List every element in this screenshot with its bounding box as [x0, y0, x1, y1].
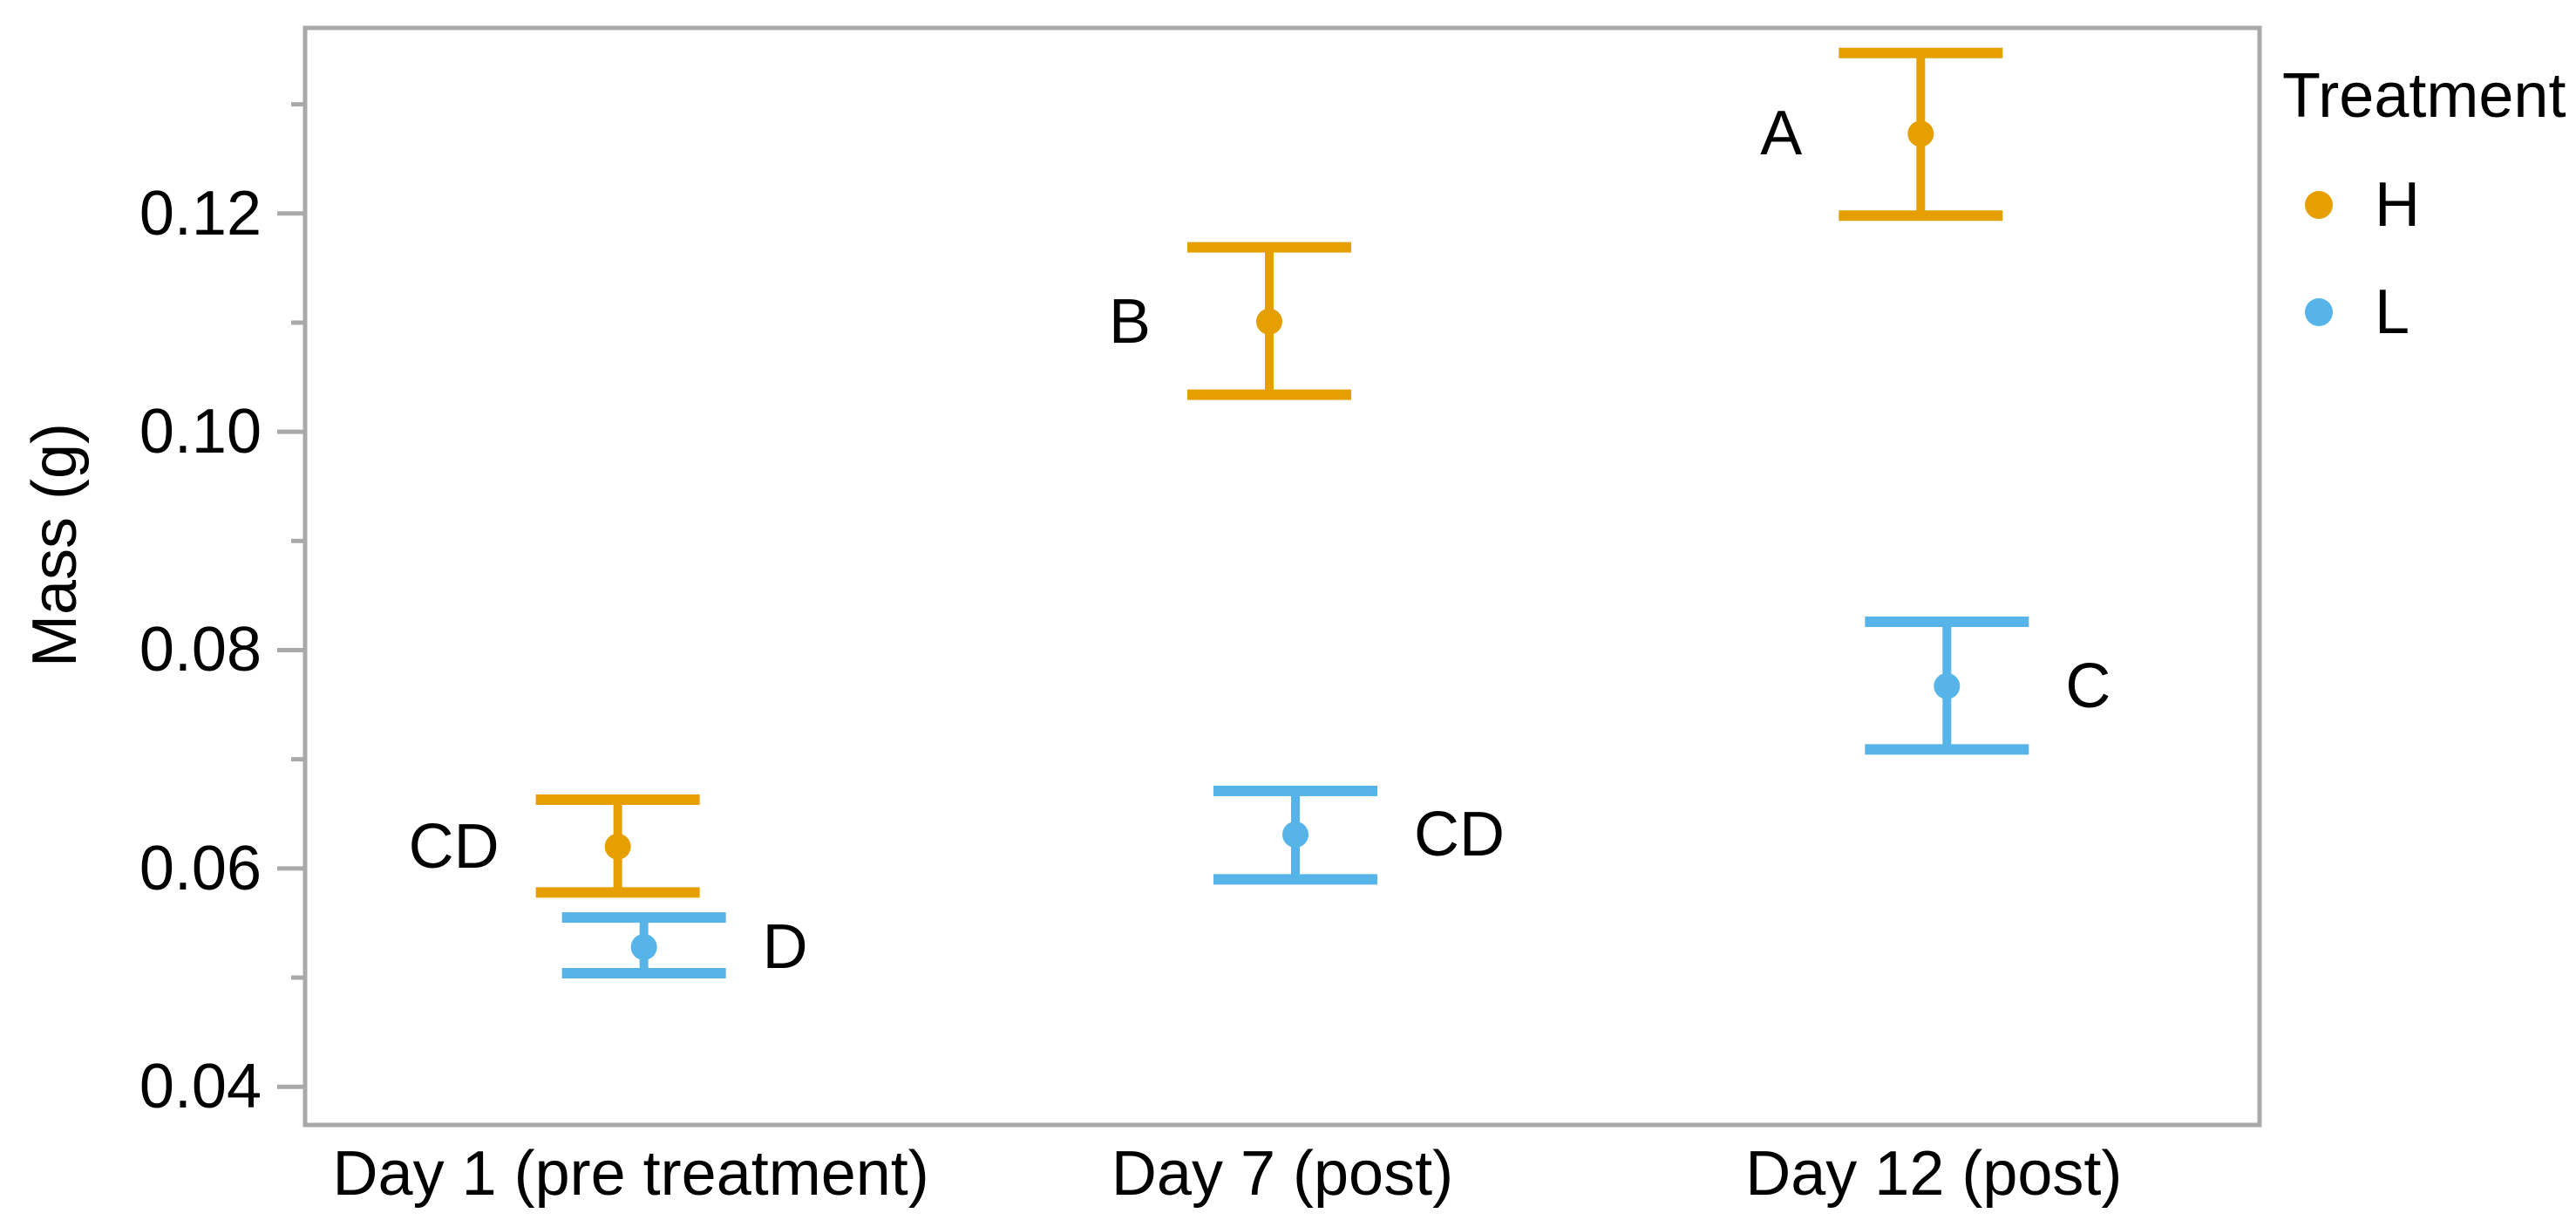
- y-axis-title: Mass (g): [20, 422, 90, 668]
- plot-frame: [302, 25, 2262, 1128]
- sig-letter: A: [1760, 99, 1803, 169]
- mean-point-H-1: [1256, 308, 1282, 335]
- x-category-label: Day 7 (post): [1111, 1139, 1454, 1209]
- legend-title: Treatment: [2282, 61, 2566, 131]
- legend-label-h: H: [2375, 170, 2420, 240]
- x-category-label: Day 12 (post): [1745, 1139, 2123, 1209]
- y-tick-label: 0.06: [139, 833, 262, 903]
- legend-marker-h: [2305, 191, 2333, 219]
- panel-border: [302, 25, 2262, 1128]
- y-tick-label: 0.12: [139, 178, 262, 249]
- legend-marker-l: [2305, 298, 2333, 326]
- y-axis-ticks: [277, 102, 305, 1089]
- x-category-label: Day 1 (pre treatment): [332, 1139, 929, 1209]
- mean-point-L-0: [630, 933, 657, 960]
- sig-letter: D: [762, 911, 808, 982]
- sig-letter: CD: [1414, 800, 1505, 870]
- y-tick-label: 0.10: [139, 397, 262, 467]
- sig-letter: B: [1108, 286, 1151, 357]
- legend-label-l: L: [2375, 277, 2410, 347]
- sig-letter: CD: [408, 811, 500, 882]
- mean-point-H-2: [1907, 120, 1934, 147]
- mean-point-L-1: [1282, 821, 1308, 849]
- y-tick-label: 0.04: [139, 1052, 262, 1122]
- series-layer: [535, 47, 2029, 979]
- sig-letter: C: [2065, 651, 2111, 721]
- y-tick-label: 0.08: [139, 615, 262, 685]
- mean-point-H-0: [604, 833, 631, 860]
- mean-point-L-2: [1934, 672, 1961, 699]
